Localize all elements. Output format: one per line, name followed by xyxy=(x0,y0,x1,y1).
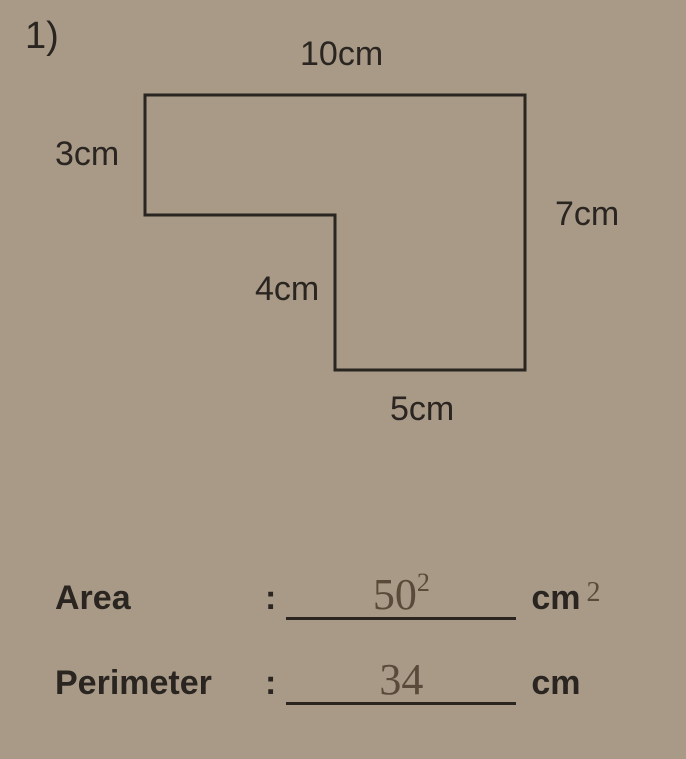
perimeter-label: Perimeter xyxy=(55,664,265,703)
area-value: 50 xyxy=(373,570,417,619)
dimension-bottom: 5cm xyxy=(390,390,454,429)
l-shape-svg xyxy=(130,80,570,450)
dimension-right: 7cm xyxy=(555,195,619,234)
area-unit-exponent: 2 xyxy=(586,577,600,609)
perimeter-value-blank: 34 xyxy=(286,655,516,705)
perimeter-row: Perimeter : 34 cm xyxy=(55,655,655,705)
area-unit: cm xyxy=(531,579,580,618)
question-number: 1) xyxy=(25,15,59,58)
area-hand-exponent: 2 xyxy=(417,568,430,597)
dimension-middle: 4cm xyxy=(255,270,319,309)
dimension-left: 3cm xyxy=(55,135,119,174)
l-shape-polygon xyxy=(145,95,525,370)
area-value-blank: 502 xyxy=(286,570,516,620)
area-label: Area xyxy=(55,579,265,618)
perimeter-value: 34 xyxy=(379,655,423,704)
dimension-top: 10cm xyxy=(300,35,383,74)
area-colon: : xyxy=(265,579,276,618)
perimeter-colon: : xyxy=(265,664,276,703)
shape-diagram: 10cm 3cm 7cm 4cm 5cm xyxy=(130,80,570,450)
area-row: Area : 502 cm 2 xyxy=(55,570,655,620)
answers-section: Area : 502 cm 2 Perimeter : 34 cm xyxy=(55,570,655,740)
perimeter-unit: cm xyxy=(531,664,580,703)
